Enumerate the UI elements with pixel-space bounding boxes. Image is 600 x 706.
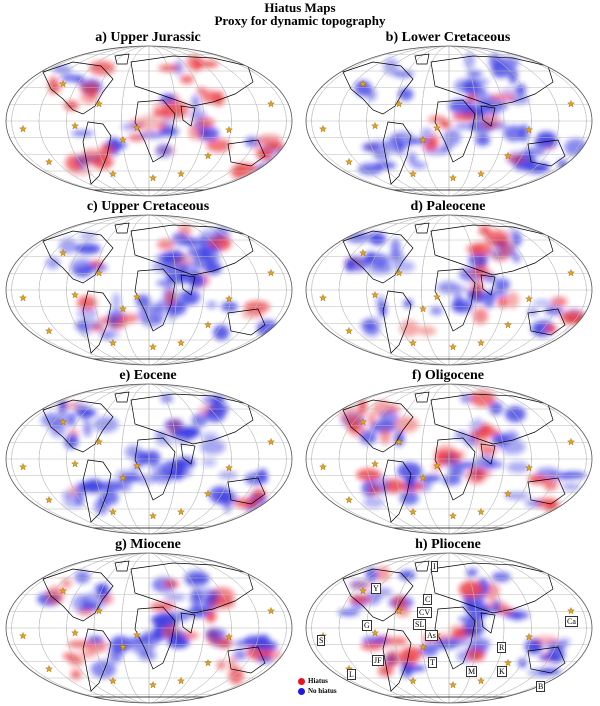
panel-title-e: e) Eocene (119, 368, 177, 383)
hotspot-label: SL (413, 619, 427, 630)
map-upper-cretaceous (3, 213, 295, 367)
legend: Hiatus No hiatus (298, 676, 337, 696)
map-pliocene (303, 551, 595, 705)
sub-title: Proxy for dynamic topography (214, 13, 386, 28)
hotspot-label: G (362, 620, 372, 631)
panel-title-d: d) Paleocene (410, 199, 486, 214)
map-paleocene (303, 213, 595, 367)
hotspot-label: L (347, 669, 356, 680)
hiatus-dot-icon (298, 677, 305, 685)
legend-hiatus-label: Hiatus (308, 677, 328, 685)
map-upper-jurassic (3, 44, 295, 198)
hotspot-label: R (497, 642, 507, 653)
no-hiatus-dot-icon (298, 687, 305, 695)
map-miocene (3, 551, 295, 705)
hotspot-label: T (428, 657, 437, 668)
hotspot-label: I (431, 561, 438, 572)
map-eocene (3, 382, 295, 536)
hotspot-label: CV (417, 607, 433, 618)
hotspot-label: JF (372, 655, 384, 666)
hotspot-label: As (425, 630, 438, 641)
panel-title-g: g) Miocene (115, 537, 181, 552)
hotspot-label: M (466, 666, 478, 677)
map-lower-cretaceous (303, 44, 595, 198)
hotspot-label: K (497, 666, 507, 677)
hotspot-label: Y (371, 583, 381, 594)
hotspot-label: B (536, 681, 546, 692)
hotspot-label: S (317, 635, 326, 646)
main-title: Hiatus Maps (264, 0, 336, 15)
panel-title-a: a) Upper Jurassic (95, 30, 201, 45)
map-oligocene (303, 382, 595, 536)
panel-title-f: f) Oligocene (412, 368, 484, 383)
panel-title-c: c) Upper Cretaceous (86, 199, 210, 214)
hotspot-label: Ca (565, 616, 578, 627)
legend-hiatus: Hiatus (298, 676, 337, 686)
legend-no-hiatus: No hiatus (298, 686, 337, 696)
panel-title-b: b) Lower Cretaceous (385, 30, 511, 45)
legend-no-hiatus-label: No hiatus (308, 687, 337, 695)
panel-title-h: h) Pliocene (415, 537, 481, 552)
hotspot-label: C (423, 594, 433, 605)
